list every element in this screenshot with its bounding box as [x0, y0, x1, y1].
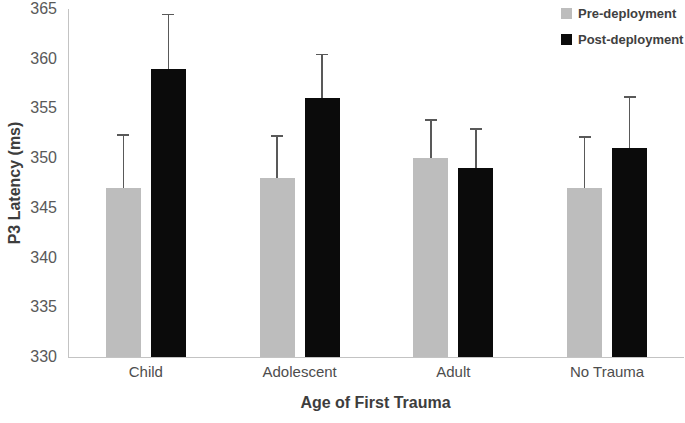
- legend-swatch-pre-deployment-icon: [561, 8, 572, 19]
- legend: Pre-deployment Post-deployment: [561, 6, 683, 47]
- error-bar-cap: [271, 135, 283, 137]
- y-axis-title: P3 Latency (ms): [6, 122, 24, 245]
- error-bar: [629, 97, 631, 148]
- bar-post-deployment-child: [151, 69, 186, 357]
- y-tick-label: 345: [7, 200, 57, 216]
- legend-label-post-deployment: Post-deployment: [578, 32, 683, 47]
- bar-pre-deployment-adolescent: [260, 178, 295, 357]
- bar-pre-deployment-no-trauma: [567, 188, 602, 357]
- y-tick-label: 350: [7, 150, 57, 166]
- bar-chart: P3 Latency (ms) 330335340345350355360365…: [0, 0, 685, 423]
- error-bar-cap: [470, 128, 482, 130]
- y-tick-label: 340: [7, 250, 57, 266]
- x-axis-title: Age of First Trauma: [68, 394, 683, 412]
- x-category-label: Adult: [377, 363, 531, 381]
- error-bar: [475, 129, 477, 168]
- y-tick-label: 335: [7, 299, 57, 315]
- error-bar: [276, 136, 278, 178]
- error-bar: [168, 15, 170, 69]
- bar-pre-deployment-child: [106, 188, 141, 357]
- error-bar: [123, 135, 125, 188]
- y-tick-label: 355: [7, 100, 57, 116]
- legend-item-pre-deployment: Pre-deployment: [561, 6, 683, 21]
- error-bar: [584, 137, 586, 188]
- bar-post-deployment-adolescent: [305, 98, 340, 357]
- x-category-label: Adolescent: [223, 363, 377, 381]
- bar-pre-deployment-adult: [413, 158, 448, 357]
- y-tick-label: 365: [7, 1, 57, 17]
- error-bar-cap: [117, 134, 129, 136]
- error-bar-cap: [162, 14, 174, 16]
- error-bar-cap: [316, 54, 328, 56]
- plot-area: 330335340345350355360365ChildAdolescentA…: [68, 9, 684, 358]
- x-category-label: No Trauma: [530, 363, 684, 381]
- legend-swatch-post-deployment-icon: [561, 34, 572, 45]
- legend-item-post-deployment: Post-deployment: [561, 32, 683, 47]
- bar-post-deployment-adult: [458, 168, 493, 357]
- error-bar-cap: [624, 96, 636, 98]
- y-tick-label: 360: [7, 51, 57, 67]
- bar-post-deployment-no-trauma: [612, 148, 647, 357]
- error-bar-cap: [579, 136, 591, 138]
- x-category-label: Child: [69, 363, 223, 381]
- error-bar: [321, 55, 323, 99]
- error-bar-cap: [425, 119, 437, 121]
- error-bar: [430, 120, 432, 158]
- legend-label-pre-deployment: Pre-deployment: [578, 6, 676, 21]
- y-tick-label: 330: [7, 349, 57, 365]
